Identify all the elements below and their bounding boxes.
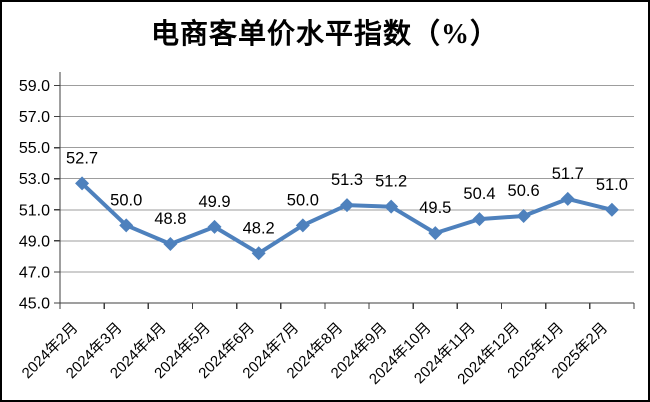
y-axis-label: 47.0 (19, 264, 50, 281)
data-point-marker (428, 226, 443, 241)
data-label: 48.2 (243, 219, 275, 237)
data-label: 50.4 (463, 185, 495, 203)
data-point-marker (560, 191, 575, 206)
data-label: 50.6 (508, 182, 540, 200)
data-point-marker (119, 218, 134, 233)
data-point-marker (340, 198, 354, 213)
data-label: 51.2 (375, 173, 407, 191)
data-label: 52.7 (66, 149, 98, 167)
y-axis-label: 51.0 (19, 202, 50, 219)
data-point-marker (384, 199, 399, 214)
y-axis-label: 53.0 (19, 171, 50, 188)
data-label: 50.0 (287, 191, 319, 209)
data-label: 49.5 (419, 199, 451, 217)
data-label: 51.7 (552, 165, 584, 183)
chart-title: 电商客单价水平指数（%） (150, 19, 499, 50)
data-label: 50.0 (110, 191, 142, 209)
y-axis-label: 57.0 (19, 109, 50, 126)
y-axis-label: 49.0 (19, 233, 50, 250)
data-point-marker (163, 236, 178, 251)
y-axis-label: 55.0 (19, 140, 50, 157)
y-axis-label: 59.0 (19, 78, 50, 95)
data-label: 49.9 (198, 193, 230, 211)
y-axis-label: 45.0 (19, 296, 50, 313)
data-point-marker (295, 218, 310, 233)
data-point-marker (251, 246, 266, 261)
data-point-marker (75, 176, 90, 191)
data-label: 48.8 (154, 210, 186, 228)
data-point-marker (604, 202, 619, 217)
data-point-marker (207, 219, 222, 234)
data-label: 51.3 (331, 171, 363, 189)
data-point-marker (516, 209, 531, 223)
data-label: 51.0 (596, 176, 628, 194)
data-point-marker (472, 212, 487, 227)
